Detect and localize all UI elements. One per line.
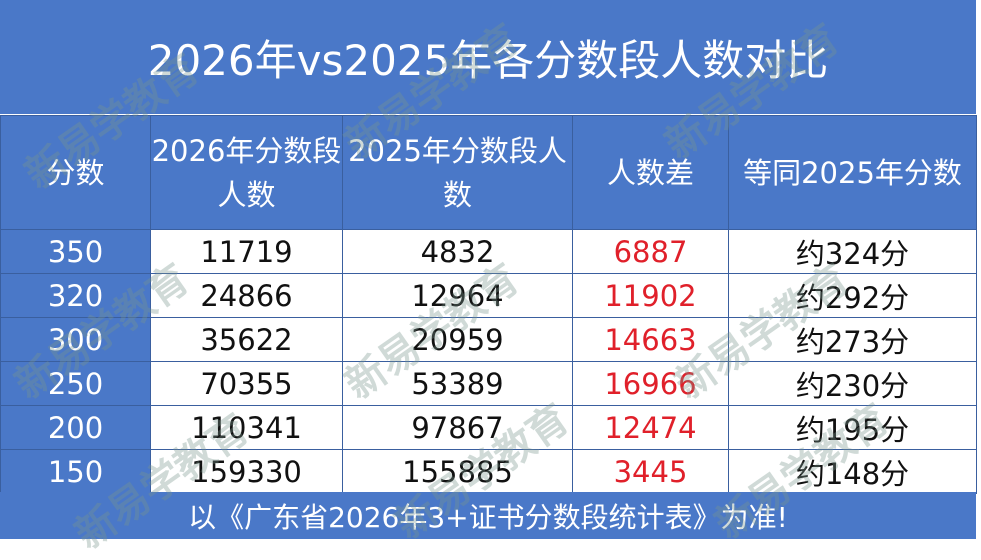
table-cell: 约230分: [728, 361, 977, 406]
table-cell: 约273分: [728, 317, 977, 362]
table-row: 250 70355 53389 16966 约230分: [0, 361, 977, 406]
table-cell: 159330: [150, 449, 343, 494]
table-body: 350 11719 4832 6887 约324分 320 24866 12964 11902 约…: [0, 229, 977, 494]
table-cell: 约148分: [728, 449, 977, 494]
table-cell: 150: [0, 449, 151, 494]
table-row: 320 24866 12964 11902 约292分: [0, 273, 977, 318]
footer: 以《广东省2026年3+证书分数段统计表》为准!: [0, 492, 976, 539]
header-cell: 人数差: [572, 115, 729, 230]
table-row: 350 11719 4832 6887 约324分: [0, 229, 977, 274]
table-cell: 250: [0, 361, 151, 406]
table-cell: 24866: [150, 273, 343, 318]
table-cell: 12964: [342, 273, 573, 318]
table-cell: 300: [0, 317, 151, 362]
table-cell: 320: [0, 273, 151, 318]
header-cell: 等同2025年分数: [728, 115, 977, 230]
header-cell: 2025年分数段人数: [342, 115, 573, 230]
table-cell: 11719: [150, 229, 343, 274]
table-cell: 约195分: [728, 405, 977, 450]
table-cell: 4832: [342, 229, 573, 274]
header-row: 分数 2026年分数段人数 2025年分数段人数 人数差 等同2025年分数: [0, 115, 977, 230]
table-cell: 11902: [572, 273, 729, 318]
table-cell: 约324分: [728, 229, 977, 274]
table-cell: 35622: [150, 317, 343, 362]
table-cell: 97867: [342, 405, 573, 450]
table-cell: 53389: [342, 361, 573, 406]
table-cell: 12474: [572, 405, 729, 450]
table-row: 300 35622 20959 14663 约273分: [0, 317, 977, 362]
table: 分数 2026年分数段人数 2025年分数段人数 人数差 等同2025年分数 350 11…: [0, 115, 977, 494]
table-cell: 200: [0, 405, 151, 450]
table-cell: 70355: [150, 361, 343, 406]
table-row: 200 110341 97867 12474 约195分: [0, 405, 977, 450]
title: 2026年vs2025年各分数段人数对比: [0, 0, 976, 115]
table-row: 150 159330 155885 3445 约148分: [0, 449, 977, 494]
table-cell: 20959: [342, 317, 573, 362]
table-cell: 350: [0, 229, 151, 274]
table-cell: 110341: [150, 405, 343, 450]
table-cell: 16966: [572, 361, 729, 406]
header-cell: 分数: [0, 115, 151, 230]
header-cell: 2026年分数段人数: [150, 115, 343, 230]
table-cell: 155885: [342, 449, 573, 494]
table-cell: 14663: [572, 317, 729, 362]
table-cell: 约292分: [728, 273, 977, 318]
table-cell: 6887: [572, 229, 729, 274]
table-cell: 3445: [572, 449, 729, 494]
